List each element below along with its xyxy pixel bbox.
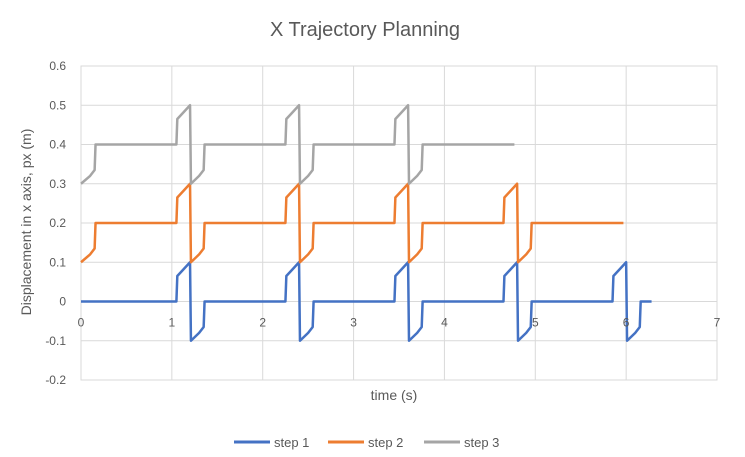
plot-frame	[80, 65, 718, 381]
y-tick-label: 0.5	[49, 98, 66, 112]
legend-label: step 1	[274, 435, 309, 450]
x-tick-label: 3	[350, 316, 357, 330]
x-tick-label: 2	[259, 316, 266, 330]
y-tick-label: 0	[59, 295, 66, 309]
x-axis-label: time (s)	[371, 387, 418, 403]
legend-label: step 3	[464, 435, 499, 450]
y-tick-label: 0.3	[49, 177, 66, 191]
x-tick-label: 7	[714, 316, 721, 330]
y-tick-label: 0.1	[49, 255, 66, 269]
y-tick-label: 0.4	[49, 138, 66, 152]
y-tick-label: -0.1	[45, 334, 66, 348]
y-tick-label: 0.6	[49, 59, 66, 73]
y-tick-labels: -0.2 -0.1 0 0.1 0.2 0.3 0.4 0.5 0.6	[45, 59, 66, 387]
series-lines	[80, 104, 652, 342]
legend-label: step 2	[368, 435, 403, 450]
series-line-step-1	[81, 261, 652, 342]
y-axis-label: Displacement in x axis, px (m)	[18, 129, 34, 316]
legend: step 1 step 2 step 3	[234, 435, 499, 450]
y-tick-label: -0.2	[45, 373, 66, 387]
series-line-step-2	[80, 182, 624, 264]
x-tick-label: 0	[78, 316, 85, 330]
chart-title: X Trajectory Planning	[270, 19, 460, 41]
x-tick-label: 5	[532, 316, 539, 330]
x-tick-labels: 0 1 2 3 4 5 6 7	[78, 316, 721, 330]
x-tick-label: 4	[441, 316, 448, 330]
y-tick-label: 0.2	[49, 216, 66, 230]
series-line-step-3	[80, 104, 515, 185]
x-tick-label: 6	[623, 316, 630, 330]
x-tick-label: 1	[169, 316, 176, 330]
